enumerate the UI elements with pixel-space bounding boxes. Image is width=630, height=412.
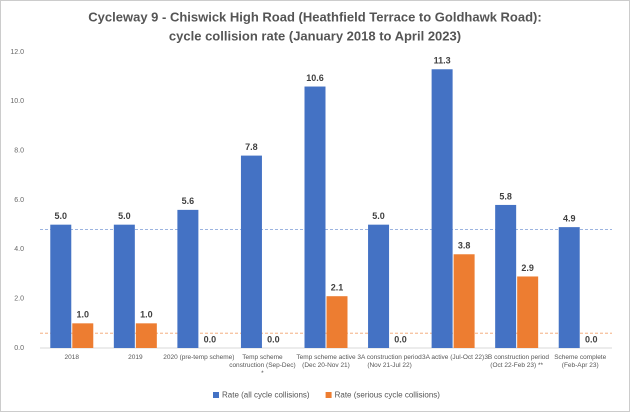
chart-subtitle: cycle collision rate (January 2018 to Ap…	[169, 28, 461, 43]
x-tick-label: 2018	[65, 354, 80, 361]
x-tick-label: 2019	[128, 354, 143, 361]
y-tick-label: 10.0	[10, 98, 24, 105]
legend-label: Rate (all cycle collisions)	[222, 391, 310, 400]
bar	[326, 296, 348, 348]
value-label: 2.9	[521, 263, 534, 273]
x-tick-label: Scheme complete (Feb-Apr 23)	[554, 354, 606, 369]
value-label: 1.0	[140, 310, 153, 320]
y-tick-label: 0.0	[14, 345, 24, 352]
value-label: 2.1	[331, 283, 344, 293]
x-tick-label: 3A construction period (Nov 21-Jul 22)	[357, 354, 422, 369]
y-tick-label: 2.0	[14, 296, 24, 303]
y-tick-label: 6.0	[14, 197, 24, 204]
bar	[558, 227, 580, 348]
bar	[431, 69, 453, 349]
value-label: 5.6	[182, 196, 195, 206]
value-label: 0.0	[204, 334, 217, 344]
x-tick-label: 3B construction period (Oct 22-Feb 23) **	[484, 354, 549, 369]
x-tick-label: 3A active (Jul-Oct 22)	[422, 354, 484, 361]
value-label: 3.8	[458, 241, 471, 251]
bar	[517, 276, 539, 348]
legend-swatch	[213, 392, 219, 398]
value-label: 11.3	[434, 56, 451, 66]
value-label: 0.0	[394, 334, 407, 344]
chart-title: Cycleway 9 - Chiswick High Road (Heathfi…	[88, 9, 541, 24]
bar	[177, 209, 199, 348]
y-tick-label: 8.0	[14, 148, 24, 155]
value-label: 1.0	[77, 310, 90, 320]
bar	[72, 323, 94, 348]
bar	[240, 155, 262, 348]
value-label: 0.0	[267, 334, 280, 344]
bar	[113, 224, 135, 348]
value-label: 5.0	[118, 211, 131, 221]
value-label: 5.8	[499, 191, 512, 201]
value-label: 4.9	[563, 214, 576, 224]
value-label: 0.0	[585, 334, 598, 344]
legend-swatch	[325, 392, 332, 398]
x-tick-label: Temp scheme active (Dec 20-Nov 21)	[296, 354, 356, 369]
x-tick-label: Temp scheme construction (Sep-Dec) *	[229, 354, 295, 377]
y-tick-label: 12.0	[10, 49, 24, 56]
legend-label: Rate (serious cycle collisions)	[335, 391, 441, 400]
value-label: 7.8	[245, 142, 258, 152]
bar	[495, 204, 517, 348]
value-label: 5.0	[372, 211, 385, 221]
y-tick-label: 4.0	[14, 246, 24, 253]
bar	[50, 224, 72, 348]
bar	[453, 254, 475, 348]
value-label: 10.6	[306, 73, 324, 83]
bar	[135, 323, 157, 348]
bar	[304, 86, 326, 349]
x-tick-label: 2020 (pre-temp scheme)	[163, 354, 234, 361]
value-label: 5.0	[55, 211, 68, 221]
bar	[368, 224, 390, 348]
